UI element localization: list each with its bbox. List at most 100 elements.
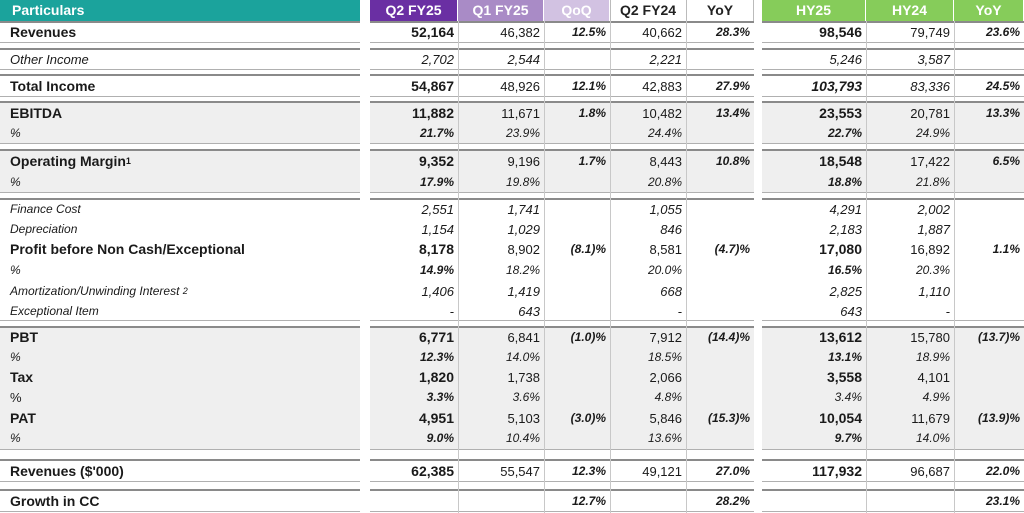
yoy: 28.2% xyxy=(715,494,750,508)
header-qoq: QoQ xyxy=(544,0,610,21)
header-q1fy25: Q1 FY25 xyxy=(458,0,544,21)
hy24: 83,336 xyxy=(910,78,950,94)
yoy: (14.4)% xyxy=(707,330,750,344)
hy25: 117,932 xyxy=(812,463,862,479)
qoq: 1.8% xyxy=(578,106,606,120)
yoy: (15.3)% xyxy=(707,411,750,425)
label: Revenues ($'000) xyxy=(10,463,124,479)
hy24: 16,892 xyxy=(910,241,950,257)
q1fy25: 3.6% xyxy=(512,390,540,404)
yoy: 13.4% xyxy=(715,106,750,120)
hy-yoy: (13.7)% xyxy=(977,330,1020,344)
q2fy25: 2,702 xyxy=(421,51,454,67)
qoq: (1.0)% xyxy=(570,330,606,344)
qoq: (8.1)% xyxy=(570,242,606,256)
hy24: 4.9% xyxy=(922,390,950,404)
hy25: 2,825 xyxy=(829,283,862,299)
hy25: 18,548 xyxy=(819,153,862,169)
q2fy24: 1,055 xyxy=(649,201,682,217)
label: Exceptional Item xyxy=(10,304,99,318)
q2fy25: 1,154 xyxy=(421,221,454,237)
q2fy25: 54,867 xyxy=(411,78,454,94)
hy25: 16.5% xyxy=(827,263,862,277)
yoy: (4.7)% xyxy=(714,242,750,256)
header-q2fy25: Q2 FY25 xyxy=(370,0,458,21)
hy-yoy: 1.1% xyxy=(992,242,1020,256)
q2fy24: 42,883 xyxy=(642,78,682,94)
hy25: 22.7% xyxy=(827,126,862,140)
header-hy-yoy: YoY xyxy=(954,0,1024,21)
label: % xyxy=(10,431,21,445)
row-pat-pct: % 9.0% 10.4% 13.6% 9.7% 14.0% xyxy=(0,428,1024,448)
hy-yoy: 6.5% xyxy=(992,154,1020,168)
q1fy25: 48,926 xyxy=(500,78,540,94)
q2fy25: 9,352 xyxy=(418,153,454,169)
header-hy25: HY25 xyxy=(762,0,866,21)
row-tax-pct: % 3.3% 3.6% 4.8% 3.4% 4.9% xyxy=(0,387,1024,407)
q2fy24: 668 xyxy=(660,283,682,299)
yoy: 27.0% xyxy=(715,464,750,478)
hy24: 1,110 xyxy=(918,283,950,299)
yoy: 28.3% xyxy=(715,25,750,39)
row-profit-before-non-cash-pct: % 14.9% 18.2% 20.0% 16.5% 20.3% xyxy=(0,260,1024,280)
row-operating-margin-pct: % 17.9% 19.8% 20.8% 18.8% 21.8% xyxy=(0,172,1024,192)
q2fy25: 52,164 xyxy=(411,24,454,40)
hy24: 21.8% xyxy=(915,175,950,189)
q2fy25: 11,882 xyxy=(411,105,454,121)
label: % xyxy=(10,389,22,405)
q1fy25: 1,419 xyxy=(507,283,540,299)
label: Revenues xyxy=(10,24,77,40)
hy24: 79,749 xyxy=(910,24,950,40)
hy25: 10,054 xyxy=(819,410,862,426)
row-ebitda-pct: % 21.7% 23.9% 24.4% 22.7% 24.9% xyxy=(0,123,1024,143)
q1fy25: 6,841 xyxy=(507,329,540,345)
qoq: 1.7% xyxy=(578,154,606,168)
q2fy25: 12.3% xyxy=(419,350,454,364)
q2fy25: 17.9% xyxy=(419,175,454,189)
q2fy24: 40,662 xyxy=(642,24,682,40)
label: PAT xyxy=(10,410,36,426)
hy24: 4,101 xyxy=(917,369,950,385)
label: Growth in CC xyxy=(10,493,100,509)
label: PBT xyxy=(10,329,38,345)
q2fy25: 2,551 xyxy=(421,201,454,217)
hy25: 9.7% xyxy=(834,431,862,445)
row-profit-before-non-cash: Profit before Non Cash/Exceptional 8,178… xyxy=(0,239,1024,259)
hy-yoy: 13.3% xyxy=(985,106,1020,120)
hy24: 14.0% xyxy=(915,431,950,445)
label: EBITDA xyxy=(10,105,63,121)
hy-yoy: (13.9)% xyxy=(977,411,1020,425)
hy24: 11,679 xyxy=(911,410,950,426)
hy24: 18.9% xyxy=(915,350,950,364)
label: Other Income xyxy=(10,51,89,67)
q2fy24: 10,482 xyxy=(642,105,682,121)
label: Profit before Non Cash/Exceptional xyxy=(10,241,245,257)
q2fy25: 62,385 xyxy=(411,463,454,479)
row-revenues-usd: Revenues ($'000) 62,385 55,547 12.3% 49,… xyxy=(0,461,1024,481)
q2fy24: 13.6% xyxy=(647,431,682,445)
row-tax: Tax 1,820 1,738 2,066 3,558 4,101 xyxy=(0,367,1024,387)
label: Total Income xyxy=(10,78,96,94)
qoq: 12.7% xyxy=(571,494,606,508)
header-yoy: YoY xyxy=(686,0,754,21)
hy24: 15,780 xyxy=(910,329,950,345)
row-other-income: Other Income 2,702 2,544 2,221 5,246 3,5… xyxy=(0,49,1024,69)
yoy: 10.8% xyxy=(715,154,750,168)
row-pbt-pct: % 12.3% 14.0% 18.5% 13.1% 18.9% xyxy=(0,347,1024,367)
row-depreciation: Depreciation 1,154 1,029 846 2,183 1,887 xyxy=(0,219,1024,239)
q1fy25: 1,738 xyxy=(507,369,540,385)
label: % xyxy=(10,263,21,277)
q1fy25: 2,544 xyxy=(507,51,540,67)
q2fy24: - xyxy=(677,303,682,319)
label: Operating Margin 1 xyxy=(10,153,131,169)
q1fy25: 10.4% xyxy=(505,431,540,445)
q2fy25: - xyxy=(449,303,454,319)
hy24: 17,422 xyxy=(910,153,950,169)
label: Tax xyxy=(10,369,34,385)
hy25: 18.8% xyxy=(827,175,862,189)
q1fy25: 19.8% xyxy=(505,175,540,189)
q1fy25: 9,196 xyxy=(507,153,540,169)
row-amortization: Amortization/Unwinding Interest 2 1,406 … xyxy=(0,281,1024,301)
label: Depreciation xyxy=(10,222,78,236)
q2fy24: 2,066 xyxy=(649,369,682,385)
